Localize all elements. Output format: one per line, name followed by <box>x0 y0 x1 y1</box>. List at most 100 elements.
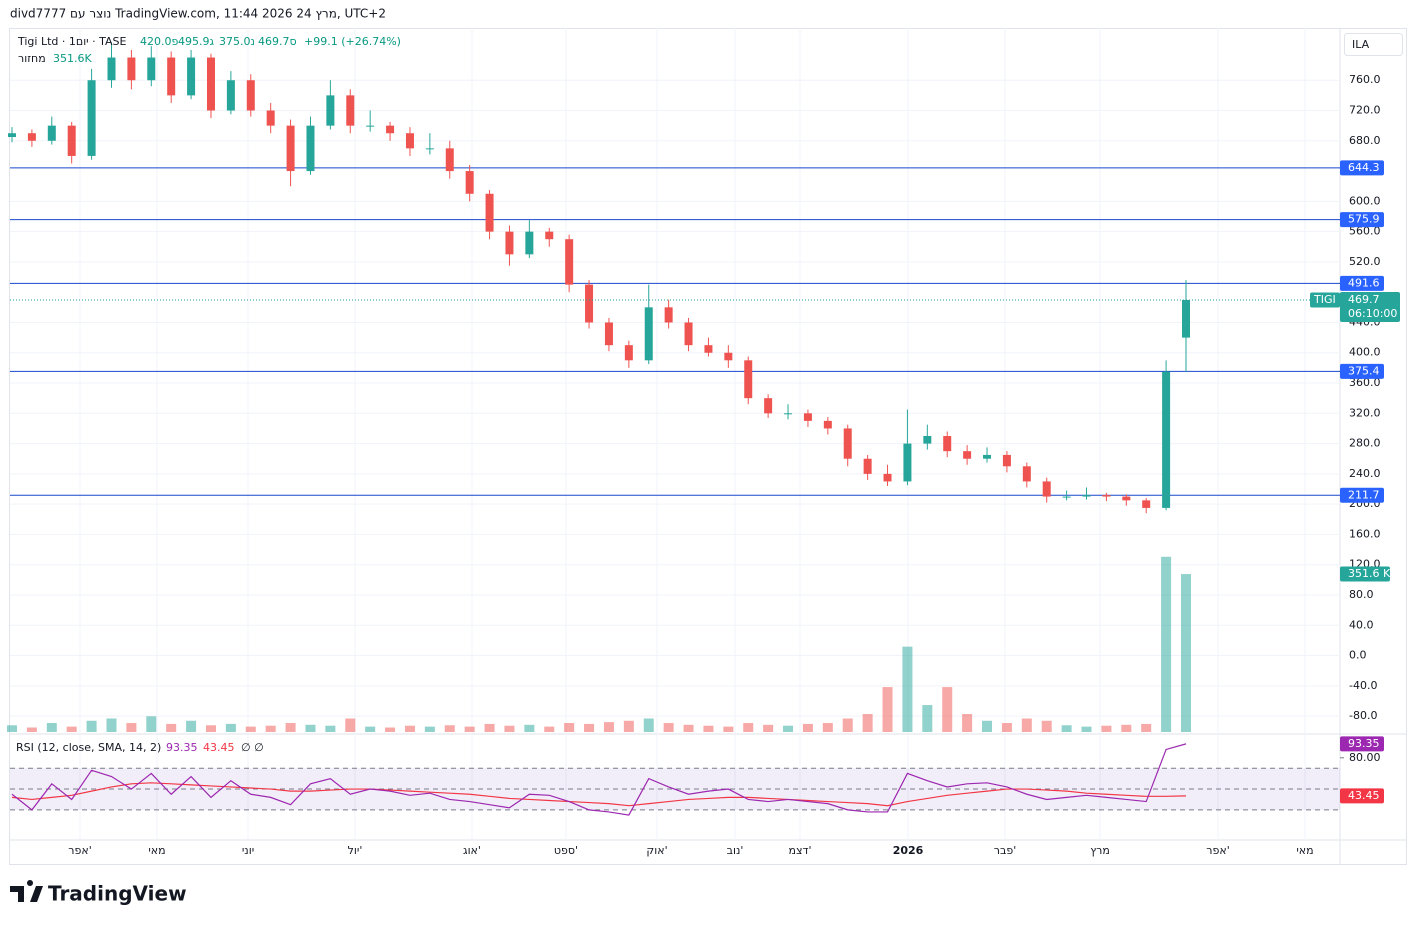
volume-bar <box>86 720 97 732</box>
logo-icon <box>10 879 43 902</box>
volume-bar <box>166 723 177 732</box>
volume-bar <box>305 724 316 732</box>
candle-body <box>465 171 474 194</box>
y-tick-label: 400.0 <box>1349 346 1381 359</box>
volume-bar <box>404 725 415 732</box>
candle-body <box>1062 496 1071 498</box>
x-tick-label: מאי <box>148 844 165 857</box>
x-tick-label: דצמ' <box>788 844 811 857</box>
candle-body <box>226 80 235 111</box>
currency-box[interactable] <box>1344 33 1403 56</box>
logo: TradingView <box>10 879 187 906</box>
legend-name: Tigi Ltd · 1יום · TASE <box>17 35 127 48</box>
volume-bar <box>802 723 813 732</box>
volume-bar <box>205 725 216 732</box>
candle-body <box>346 95 355 126</box>
x-tick-label: אפר' <box>1206 844 1229 857</box>
candle-body <box>425 148 434 150</box>
y-tick-label: 760.0 <box>1349 73 1381 86</box>
price-label-box <box>1310 292 1340 308</box>
candle-body <box>624 345 633 361</box>
candle-body <box>107 57 116 81</box>
candle-body <box>604 322 613 346</box>
candle-body <box>1102 495 1111 497</box>
candle-body <box>684 322 693 346</box>
volume-bar <box>922 705 933 732</box>
volume-bar <box>623 720 634 732</box>
candle-body <box>445 148 454 172</box>
price-label-box <box>1340 291 1400 322</box>
volume-bar <box>683 724 694 732</box>
brand: TradingView <box>48 882 187 906</box>
volume-name: מחזור <box>18 52 46 65</box>
volume-bar <box>743 723 754 732</box>
candle-body <box>565 239 574 285</box>
candle-body <box>1142 500 1151 508</box>
candle-body <box>525 231 534 255</box>
price-label-box <box>1340 788 1384 804</box>
candle-body <box>903 443 912 482</box>
candle-body <box>843 428 852 459</box>
y-tick-label: 0.0 <box>1349 649 1367 662</box>
last-price-label: 469.7 <box>1348 293 1380 306</box>
hline-label: 375.4 <box>1348 364 1380 377</box>
y-tick-label: 520.0 <box>1349 255 1381 268</box>
volume-bar <box>464 726 475 732</box>
candle-body <box>87 80 96 156</box>
volume-bar <box>484 723 495 732</box>
candle-body <box>8 133 16 138</box>
volume-axis-label: 351.6 K <box>1348 567 1391 580</box>
price-label-box <box>1340 736 1384 752</box>
y-tick-label: 320.0 <box>1349 406 1381 419</box>
volume-bar <box>663 723 674 732</box>
candle-body <box>744 360 753 399</box>
candle-body <box>206 57 215 111</box>
currency[interactable]: ILA <box>1352 38 1370 51</box>
header: divd7777 נוצר עם TradingView.com, 11:44 … <box>10 7 386 21</box>
legend-close: ס469.7 <box>258 35 297 48</box>
volume-bar <box>245 726 256 732</box>
price-label-box <box>1340 160 1384 176</box>
candle-body <box>863 458 872 474</box>
volume-bar <box>66 726 77 732</box>
volume-bar <box>1181 574 1191 732</box>
volume-bar <box>1081 726 1092 732</box>
y-tick-label: -80.0 <box>1349 709 1377 722</box>
candle-body <box>147 57 156 81</box>
legend-low: נ375.0 <box>219 35 255 48</box>
volume-bar <box>783 725 794 732</box>
legend-change: +99.1 (+26.74%) <box>304 35 401 48</box>
rsi-line <box>11 743 1187 816</box>
hline-label: 644.3 <box>1348 161 1380 174</box>
x-tick-label: יול' <box>348 844 363 857</box>
candle-body <box>803 413 812 421</box>
price-label-box <box>1340 212 1384 228</box>
volume-bar <box>46 723 57 732</box>
volume-bar <box>146 716 157 732</box>
candle-body <box>326 95 335 126</box>
hline-label: 211.7 <box>1348 488 1380 501</box>
volume-bar <box>703 725 714 732</box>
y-tick-label: 720.0 <box>1349 104 1381 117</box>
candle-body <box>1182 299 1190 338</box>
volume-bar <box>186 720 197 732</box>
candle-body <box>545 231 554 240</box>
candle-body <box>823 420 832 429</box>
x-tick-label: יוני <box>242 844 254 857</box>
x-tick-label: אוג' <box>463 844 481 857</box>
x-tick-label: אפר' <box>68 844 91 857</box>
candle-body <box>505 231 514 255</box>
x-tick-label: ספט' <box>554 844 578 857</box>
x-tick-label: פבר' <box>994 844 1016 857</box>
volume-bar <box>882 687 893 732</box>
price-label-box <box>1340 363 1384 379</box>
rsi-ma-axis-label: 43.45 <box>1348 789 1380 802</box>
candle-body <box>67 125 76 156</box>
hline-label: 491.6 <box>1348 276 1380 289</box>
volume-bar <box>1141 723 1152 732</box>
rsi-tick-label: 80.00 <box>1349 751 1381 764</box>
volume-bar <box>603 722 614 732</box>
candle-body <box>764 398 773 414</box>
price-label-box <box>1340 487 1384 503</box>
candle-body <box>47 125 56 141</box>
